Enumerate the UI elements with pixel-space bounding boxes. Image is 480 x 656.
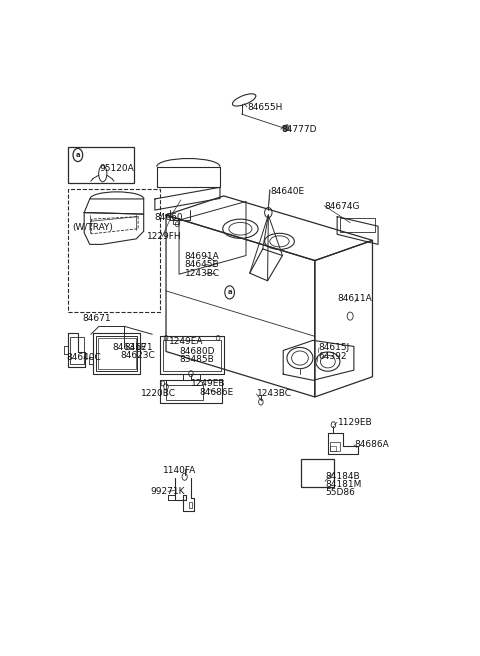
Bar bbox=[97, 338, 135, 369]
Text: 84640E: 84640E bbox=[270, 188, 304, 196]
Text: 1249EB: 1249EB bbox=[191, 379, 226, 388]
Bar bbox=[301, 459, 334, 487]
Bar bbox=[189, 501, 192, 508]
Bar bbox=[163, 340, 221, 371]
Text: 84680D: 84680D bbox=[180, 347, 216, 356]
Bar bbox=[70, 337, 84, 364]
Text: 1249EA: 1249EA bbox=[169, 337, 204, 346]
Text: (W/TRAY): (W/TRAY) bbox=[72, 223, 114, 232]
Text: 84184B: 84184B bbox=[325, 472, 360, 482]
Text: 84640C: 84640C bbox=[67, 352, 101, 361]
Text: 84691A: 84691A bbox=[185, 251, 219, 260]
Bar bbox=[330, 446, 336, 451]
Text: 1243BC: 1243BC bbox=[185, 269, 220, 278]
Text: a: a bbox=[228, 289, 232, 295]
Text: 1229FH: 1229FH bbox=[147, 232, 182, 241]
Bar bbox=[68, 147, 134, 183]
Text: a: a bbox=[75, 152, 80, 158]
Text: 84181M: 84181M bbox=[325, 480, 362, 489]
Bar bbox=[68, 189, 160, 312]
Text: 64392: 64392 bbox=[319, 352, 347, 361]
Text: 1220BC: 1220BC bbox=[141, 390, 176, 398]
Text: 55D86: 55D86 bbox=[325, 489, 356, 497]
Text: 84777D: 84777D bbox=[281, 125, 317, 134]
Bar bbox=[340, 218, 375, 232]
Text: 84611A: 84611A bbox=[337, 294, 372, 303]
Text: 95120A: 95120A bbox=[100, 164, 134, 173]
Text: 84655H: 84655H bbox=[248, 102, 283, 112]
Text: 1129EB: 1129EB bbox=[338, 418, 373, 426]
Text: 84645B: 84645B bbox=[185, 260, 219, 269]
Bar bbox=[330, 442, 340, 451]
Text: 84674G: 84674G bbox=[324, 201, 360, 211]
Bar bbox=[96, 337, 137, 371]
Text: 84660: 84660 bbox=[155, 213, 183, 222]
Text: 84615J: 84615J bbox=[319, 344, 350, 352]
Text: 1140FA: 1140FA bbox=[163, 466, 197, 475]
Text: 84671: 84671 bbox=[124, 343, 153, 352]
Text: 84623C: 84623C bbox=[120, 351, 156, 360]
Bar bbox=[166, 385, 203, 400]
Text: 84686A: 84686A bbox=[355, 440, 389, 449]
Text: 84671: 84671 bbox=[83, 314, 111, 323]
Text: 99271K: 99271K bbox=[150, 487, 185, 496]
Polygon shape bbox=[283, 125, 289, 131]
Text: 84631E: 84631E bbox=[113, 344, 147, 352]
Text: 84686E: 84686E bbox=[200, 388, 234, 398]
Text: 1243BC: 1243BC bbox=[257, 390, 292, 398]
Text: 83485B: 83485B bbox=[180, 355, 215, 364]
